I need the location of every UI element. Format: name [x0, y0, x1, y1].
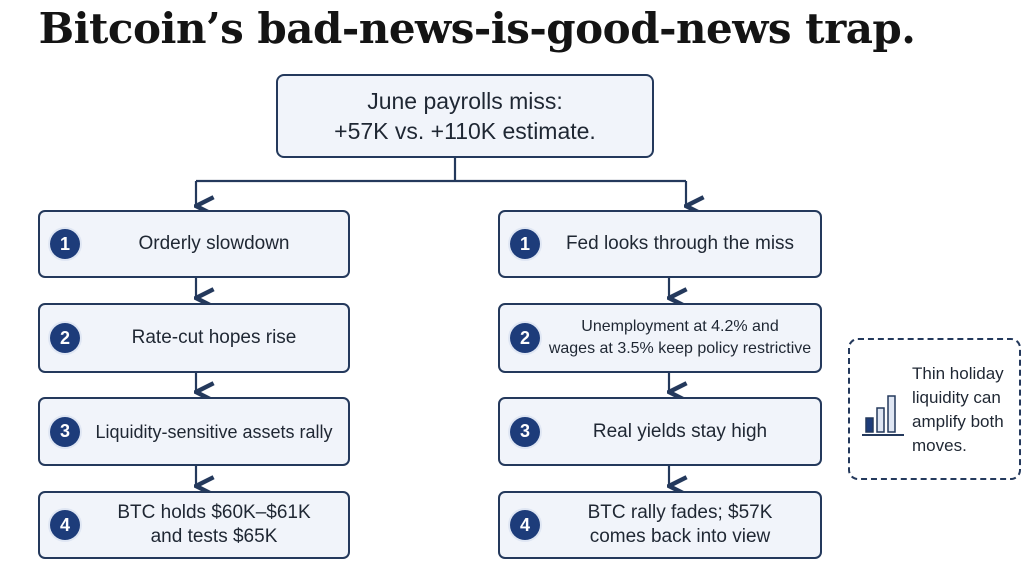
step-number-badge: 4: [50, 510, 80, 540]
step-label: Unemployment at 4.2% and wages at 3.5% k…: [548, 318, 812, 357]
step-label: Liquidity-sensitive assets rally: [95, 421, 333, 442]
right-step-1: 1 Fed looks through the miss: [498, 210, 822, 278]
step-label: BTC holds $60K–$61K and tests $65K: [117, 502, 311, 547]
left-step-1: 1 Orderly slowdown: [38, 210, 350, 278]
step-label: Real yields stay high: [592, 420, 768, 442]
step-number-badge: 1: [510, 229, 540, 259]
trigger-line-2: +57K vs. +110K estimate.: [334, 118, 596, 144]
right-step-4: 4 BTC rally fades; $57K comes back into …: [498, 491, 822, 559]
right-step-3: 3 Real yields stay high: [498, 397, 822, 466]
diagram-title: Bitcoin’s bad-news-is-good-news trap.: [38, 4, 916, 53]
step-number-badge: 2: [50, 323, 80, 353]
step-number-badge: 2: [510, 323, 540, 353]
right-step-2: 2 Unemployment at 4.2% and wages at 3.5%…: [498, 303, 822, 373]
left-step-3: 3 Liquidity-sensitive assets rally: [38, 397, 350, 466]
bar-chart-icon: [862, 395, 904, 436]
left-step-2: 2 Rate-cut hopes rise: [38, 303, 350, 373]
note-text: Thin holiday liquidity can amplify both …: [912, 364, 1004, 455]
step-label: Rate-cut hopes rise: [131, 327, 297, 348]
trigger-box: June payrolls miss: +57K vs. +110K estim…: [276, 74, 654, 158]
trigger-line-1: June payrolls miss:: [367, 88, 563, 114]
step-label: BTC rally fades; $57K comes back into vi…: [587, 502, 773, 547]
step-number-badge: 3: [50, 416, 80, 447]
left-step-4: 4 BTC holds $60K–$61K and tests $65K: [38, 491, 350, 559]
step-number-badge: 4: [510, 510, 540, 540]
step-label: Orderly slowdown: [138, 233, 290, 254]
step-number-badge: 1: [50, 229, 80, 259]
step-number-badge: 3: [510, 416, 540, 447]
liquidity-note: Thin holiday liquidity can amplify both …: [848, 338, 1021, 480]
step-label: Fed looks through the miss: [565, 233, 795, 254]
